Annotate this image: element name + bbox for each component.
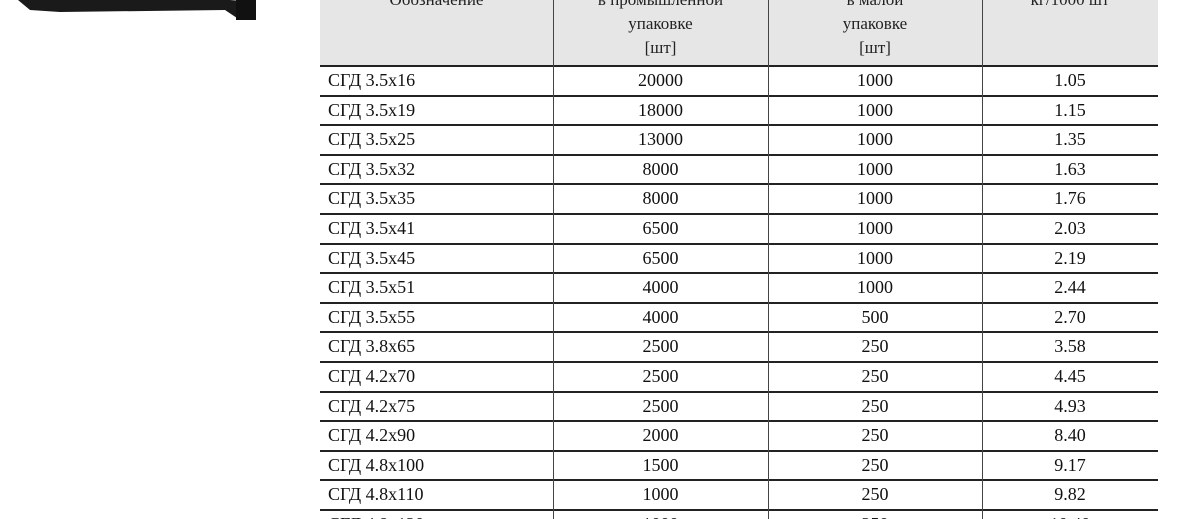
header-cell: кг/1000 шт [982, 0, 1158, 66]
column-border [768, 0, 769, 519]
table-cell: 3.58 [1054, 336, 1086, 357]
header-text: Обозначение [390, 0, 484, 12]
table-cell: 2.19 [1054, 247, 1086, 268]
table-cell: 1.35 [1054, 129, 1086, 150]
table-cell: 1000 [857, 99, 893, 120]
header-text: упаковке [842, 14, 908, 33]
table-cell: 4000 [642, 277, 679, 298]
header-text: в промышленной [598, 0, 723, 12]
table-cell: 18000 [638, 99, 683, 120]
table-cell: СГД 3.5x41 [328, 218, 416, 238]
row-border [320, 331, 1158, 334]
table-cell: 250 [861, 336, 889, 357]
table-cell: 1000 [857, 70, 893, 90]
table-cell: СГД 3.5x45 [328, 247, 416, 268]
table-cell: СГД 3.5x32 [328, 158, 416, 179]
table-cell: СГД 3.5x35 [328, 188, 416, 209]
table-cell: 8000 [642, 188, 679, 209]
table-cell: 2.44 [1054, 277, 1086, 298]
header-cell: Обозначение [320, 0, 553, 66]
table-cell: СГД 4.2x90 [328, 425, 416, 446]
row-border [320, 361, 1158, 363]
table-cell: 6500 [642, 247, 679, 268]
column-border [553, 0, 554, 519]
header-text: упаковке [628, 14, 693, 33]
table-cell: СГД 3.5x51 [328, 277, 416, 298]
table-cell: СГД 3.5x25 [328, 129, 416, 150]
table-cell: 1000 [857, 277, 893, 298]
table-cell: 20000 [638, 70, 683, 90]
table-cell: 1.76 [1054, 188, 1086, 209]
table-cell: СГД 4.8x110 [328, 484, 424, 505]
screw-image [18, 0, 256, 20]
table-cell: 4.45 [1054, 366, 1086, 386]
table-cell: 2.70 [1054, 306, 1086, 327]
row-border [320, 242, 1158, 245]
table-cell: СГД 4.8x120 [328, 510, 553, 519]
table-cell: 1000 [553, 510, 768, 519]
table-cell: 1.15 [1054, 99, 1086, 120]
table-cell: 250 [768, 510, 982, 519]
table-cell: СГД 3.5x16 [328, 70, 416, 90]
table-cell: 1000 [857, 218, 893, 238]
table-cell: 4000 [642, 306, 679, 327]
table-cell: СГД 3.8x65 [328, 336, 416, 357]
table-cell: 1.63 [1054, 158, 1086, 179]
header-cell: в малой упаковке [шт] [768, 0, 982, 66]
table-cell: 1000 [857, 129, 893, 150]
table-cell: 6500 [642, 218, 679, 238]
table-cell: 250 [861, 484, 889, 505]
table-cell: 500 [861, 306, 889, 327]
row-border [320, 94, 1158, 97]
table-cell: 2500 [642, 366, 679, 386]
table-cell: 1000 [857, 188, 893, 209]
table-cell: 250 [861, 366, 889, 386]
table-cell: 1500 [642, 454, 679, 475]
row-border [320, 420, 1158, 423]
table-cell: 250 [861, 425, 889, 446]
header-text: [шт] [859, 38, 891, 57]
table-cell: 8.40 [1054, 425, 1086, 446]
row-border [320, 65, 1158, 67]
header-text: в малой [847, 0, 904, 12]
table-cell: СГД 3.5x55 [328, 306, 416, 327]
table-cell: 2500 [642, 336, 679, 357]
row-border [320, 213, 1158, 215]
row-border [320, 301, 1158, 304]
table-cell: 1000 [642, 484, 679, 505]
table-cell: 2.03 [1054, 218, 1086, 238]
row-border [320, 509, 1158, 511]
row-border [320, 124, 1158, 127]
row-border [320, 449, 1158, 452]
table-cell: 250 [861, 395, 889, 416]
table-cell: 2500 [642, 395, 679, 416]
header-cell: в промышленной упаковке [шт] [553, 0, 768, 66]
table-cell: 9.82 [1054, 484, 1086, 505]
table-cell: 1.05 [1054, 70, 1086, 90]
table-cell: СГД 3.5x19 [328, 99, 416, 120]
table-cell: 13000 [638, 129, 683, 150]
table-cell: 250 [861, 454, 889, 475]
table-cell: 10.40 [982, 510, 1158, 519]
row-border [320, 390, 1158, 393]
table-cell: СГД 4.8x100 [328, 454, 425, 475]
table-cell: СГД 4.2x70 [328, 366, 416, 386]
header-text: кг/1000 шт [1031, 0, 1110, 12]
table-cell: 9.17 [1054, 454, 1086, 475]
row-border [320, 183, 1158, 186]
table-cell: 8000 [642, 158, 679, 179]
row-border [320, 272, 1158, 275]
table-cell: 1000 [857, 158, 893, 179]
column-border [982, 0, 983, 519]
table-cell: 4.93 [1054, 395, 1086, 416]
row-border [320, 153, 1158, 156]
row-border [320, 479, 1158, 482]
table-cell: СГД 4.2x75 [328, 395, 416, 416]
header-text: [шт] [644, 38, 677, 57]
table-cell: 1000 [857, 247, 893, 268]
table-cell: 2000 [642, 425, 679, 446]
